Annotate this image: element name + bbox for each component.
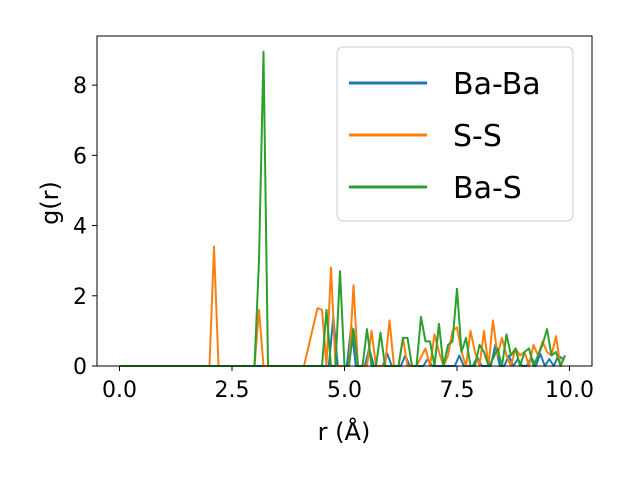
y-tick-label: 2: [73, 285, 87, 310]
legend-label: S-S: [453, 119, 502, 154]
legend: Ba-Ba S-S Ba-S: [336, 46, 574, 222]
y-axis: 0 2 4 6 8: [73, 74, 97, 380]
y-axis-label: g(r): [36, 181, 64, 225]
x-axis: 0.0 2.5 5.0 7.5 10.0: [102, 366, 594, 403]
legend-box: [336, 46, 574, 222]
x-axis-label: r (Å): [318, 417, 371, 446]
legend-label: Ba-Ba: [453, 67, 541, 102]
y-tick-label: 8: [73, 74, 87, 99]
x-tick-label: 0.0: [102, 378, 137, 403]
y-tick-label: 0: [73, 355, 87, 380]
legend-label: Ba-S: [453, 171, 522, 206]
x-tick-label: 7.5: [440, 378, 475, 403]
x-tick-label: 5.0: [327, 378, 362, 403]
y-tick-label: 4: [73, 215, 87, 240]
series-line-ba-s: [119, 50, 566, 367]
y-tick-label: 6: [73, 144, 87, 169]
x-tick-label: 2.5: [215, 378, 250, 403]
x-tick-label: 10.0: [545, 378, 594, 403]
